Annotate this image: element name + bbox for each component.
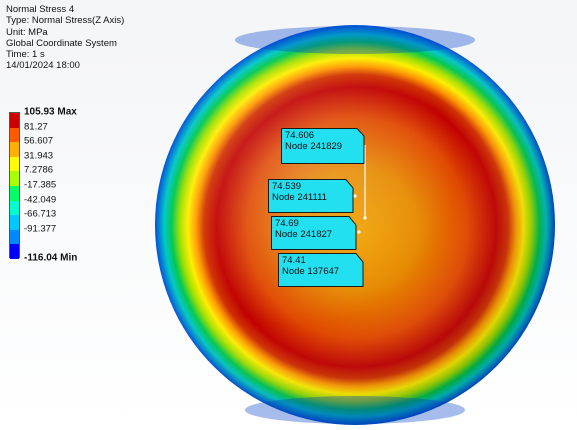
probe-callout-shape: [268, 179, 354, 213]
probe-value: 74.606: [285, 130, 315, 141]
legend-min-label: -116.04 Min: [24, 252, 78, 264]
legend-band-1: [10, 113, 19, 128]
legend-value: -42.049: [24, 194, 57, 206]
legend-band-9: [10, 229, 19, 245]
legend-band-5: [10, 171, 19, 186]
probe-node: Node 241111: [272, 192, 327, 203]
result-title: Normal Stress 4: [6, 4, 75, 15]
probe-value: 74.539: [272, 181, 302, 192]
probe-node: Node 241827: [275, 229, 333, 240]
probe-node: Node 241829: [285, 141, 343, 152]
legend-value: -66.713: [24, 208, 57, 220]
result-unit: Unit: MPa: [6, 26, 48, 38]
legend-band-8: [10, 215, 19, 230]
legend-value: 7.2786: [24, 164, 54, 176]
probe-marker: [363, 216, 367, 220]
legend-value: -17.385: [24, 179, 57, 191]
legend-value: 31.943: [24, 150, 54, 162]
legend-value: -91.377: [24, 223, 57, 235]
result-type: Type: Normal Stress(Z Axis): [6, 15, 125, 27]
probe-callout-shape: [281, 128, 365, 164]
dome-top-band: [235, 26, 475, 54]
legend-value: 56.607: [24, 135, 54, 147]
legend-band-7: [10, 200, 19, 216]
legend-value: 81.27: [24, 121, 48, 133]
probe-node: Node 137647: [282, 266, 340, 277]
legend-band-6: [10, 185, 19, 201]
result-info-panel: Normal Stress 4 Type: Normal Stress(Z Ax…: [6, 4, 124, 72]
legend-band-4: [10, 156, 19, 172]
legend-band-10: [10, 244, 19, 259]
probe-callout-shape: [278, 253, 364, 287]
legend-band-2: [10, 127, 19, 143]
probe-marker: [353, 194, 357, 198]
dome-bottom-band: [245, 396, 465, 424]
probe-marker: [357, 230, 361, 234]
probe-value: 74.41: [282, 255, 306, 266]
legend-band-3: [10, 142, 19, 157]
legend-color-bar[interactable]: [9, 112, 20, 259]
probe-value: 74.69: [275, 218, 299, 229]
result-time: Time: 1 s: [6, 49, 45, 61]
probe-callout-shape: [271, 216, 357, 250]
result-coordinate-system: Global Coordinate System: [6, 37, 117, 49]
legend-max-label: 105.93 Max: [24, 106, 77, 118]
result-date: 14/01/2024 18:00: [6, 60, 80, 72]
